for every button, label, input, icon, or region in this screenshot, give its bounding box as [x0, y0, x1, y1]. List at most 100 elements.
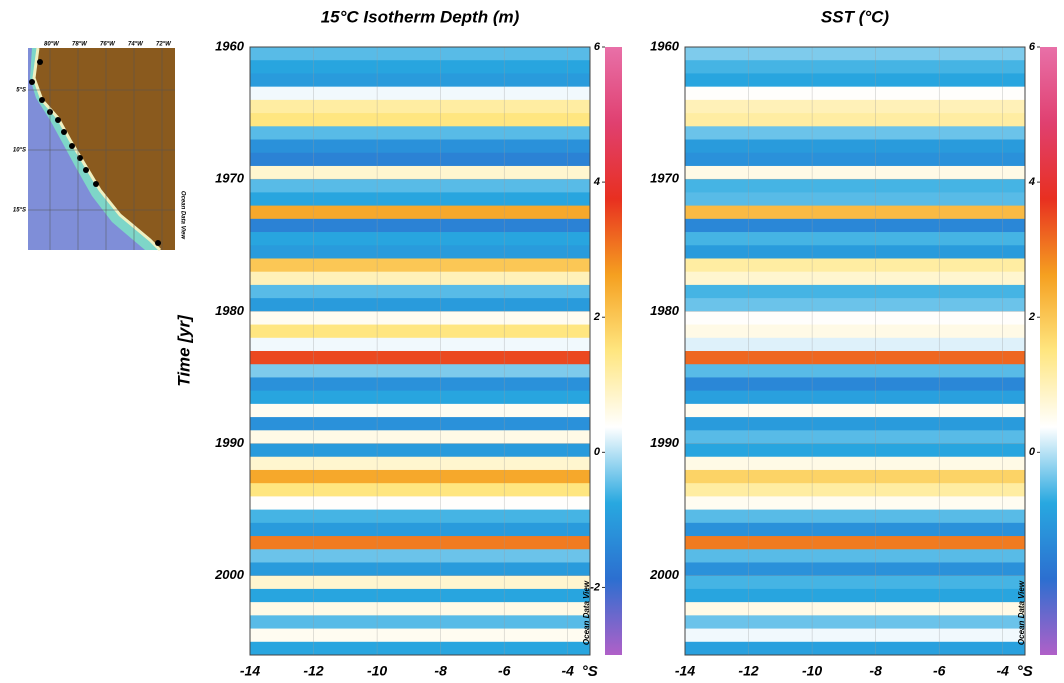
heatmap-row — [250, 47, 590, 61]
heatmap-row — [685, 218, 1025, 233]
heatmap-row — [685, 232, 1025, 246]
heatmap-row — [685, 113, 1025, 127]
heatmap-row — [250, 165, 590, 180]
heatmap-row — [685, 86, 1025, 101]
heatmap-row — [685, 245, 1025, 259]
colorbar-tick-label: 4 — [1028, 176, 1035, 188]
colorbar-tick-label: 0 — [594, 446, 601, 458]
x-tick-label: -6 — [498, 663, 511, 679]
heatmap-row — [685, 99, 1025, 114]
heatmap-row — [250, 377, 590, 392]
lat-label: 15°S — [13, 208, 26, 214]
heatmap-row — [250, 351, 590, 365]
heatmap-row — [685, 337, 1025, 352]
heatmap-row — [685, 483, 1025, 497]
heatmap-row — [250, 443, 590, 458]
lon-label: 74°W — [128, 42, 144, 48]
heatmap-row — [250, 271, 590, 286]
heatmap-row — [685, 509, 1025, 524]
heatmap-row — [685, 602, 1025, 616]
heatmap-row — [685, 298, 1025, 312]
heatmap-row — [250, 218, 590, 233]
heatmap-row — [250, 536, 590, 550]
heatmap-row — [250, 192, 590, 207]
x-tick-label: -4 — [997, 663, 1010, 679]
heatmap-row — [250, 602, 590, 616]
map-inset: 80°W 78°W 76°W 74°W 72°W 5°S 10°S 15°S O… — [13, 42, 186, 252]
colorbar-tick-label: 6 — [1029, 41, 1036, 53]
y-tick-label: 1960 — [650, 38, 680, 53]
heatmap-row — [685, 496, 1025, 511]
heatmap-row — [685, 73, 1025, 88]
heatmap-row — [250, 496, 590, 511]
heatmap-row — [685, 377, 1025, 392]
x-tick-label: -12 — [738, 663, 758, 679]
heatmap-row — [250, 417, 590, 431]
heatmap-row — [250, 641, 590, 656]
heatmap-row — [685, 615, 1025, 630]
heatmap-row — [250, 615, 590, 630]
colorbar-tick-label: -2 — [590, 581, 600, 593]
plot-frame — [684, 46, 1026, 656]
y-tick-label: 2000 — [214, 567, 245, 582]
y-tick-label: 1970 — [215, 171, 245, 186]
heatmap-row — [685, 403, 1025, 418]
heatmap-row — [250, 298, 590, 312]
panel-title: 15°C Isotherm Depth (m) — [321, 7, 520, 26]
heatmap-row — [685, 126, 1025, 141]
y-tick-label: 1990 — [215, 435, 245, 450]
heatmap-row — [685, 588, 1025, 603]
heatmap-row — [685, 179, 1025, 193]
map-graticule — [28, 48, 175, 250]
map-labels: 80°W 78°W 76°W 74°W 72°W 5°S 10°S 15°S O… — [13, 42, 186, 240]
y-tick-label: 1960 — [215, 38, 245, 53]
heatmap-row — [685, 390, 1025, 405]
heatmap-row — [250, 562, 590, 577]
heatmap-row — [685, 575, 1025, 590]
lat-label: 5°S — [16, 88, 26, 94]
watermark: Ocean Data View — [1017, 580, 1026, 645]
lon-label: 78°W — [72, 42, 88, 48]
heatmap-row — [250, 456, 590, 471]
heatmap-row — [685, 351, 1025, 365]
heatmap-row — [685, 324, 1025, 339]
heatmap-row — [685, 443, 1025, 458]
heatmap-row — [250, 403, 590, 418]
heatmap-row — [685, 205, 1025, 220]
heatmap-row — [685, 258, 1025, 273]
heatmap-panel: SST (°C) -14 -12 -10 -8 -6 -4 °S 1960 1970 1980 199… — [649, 7, 1057, 680]
heatmap-row — [685, 628, 1025, 643]
heatmap-row — [685, 641, 1025, 656]
heatmap-row — [250, 522, 590, 537]
lon-label: 76°W — [100, 42, 116, 48]
plot-frame — [249, 46, 591, 656]
watermark: Ocean Data View — [582, 580, 591, 645]
heatmap-row — [685, 60, 1025, 74]
heatmap-row — [250, 60, 590, 74]
heatmap-row — [250, 179, 590, 193]
heatmap-row — [685, 311, 1025, 326]
heatmap-row — [250, 311, 590, 326]
x-tick-label: -10 — [802, 663, 822, 679]
colorbar-tick-label: 2 — [593, 311, 600, 323]
x-axis-label: °S — [582, 663, 598, 680]
heatmap-row — [250, 430, 590, 445]
colorbar-tick-label: 2 — [1028, 311, 1035, 323]
colorbar — [605, 47, 622, 655]
heatmap-row — [250, 99, 590, 114]
heatmap-row — [250, 152, 590, 167]
heatmap-row — [250, 258, 590, 273]
lon-label: 72°W — [156, 42, 172, 48]
heatmap-row — [250, 284, 590, 299]
heatmap-row — [685, 417, 1025, 431]
lon-label: 80°W — [44, 42, 60, 48]
x-tick-label: -14 — [240, 663, 260, 679]
y-tick-label: 1990 — [650, 435, 680, 450]
heatmap-row — [685, 165, 1025, 180]
lat-label: 10°S — [13, 148, 26, 154]
y-tick-label: 1980 — [650, 303, 680, 318]
x-tick-label: -14 — [675, 663, 695, 679]
heatmap-row — [250, 86, 590, 101]
heatmap-row — [685, 284, 1025, 299]
